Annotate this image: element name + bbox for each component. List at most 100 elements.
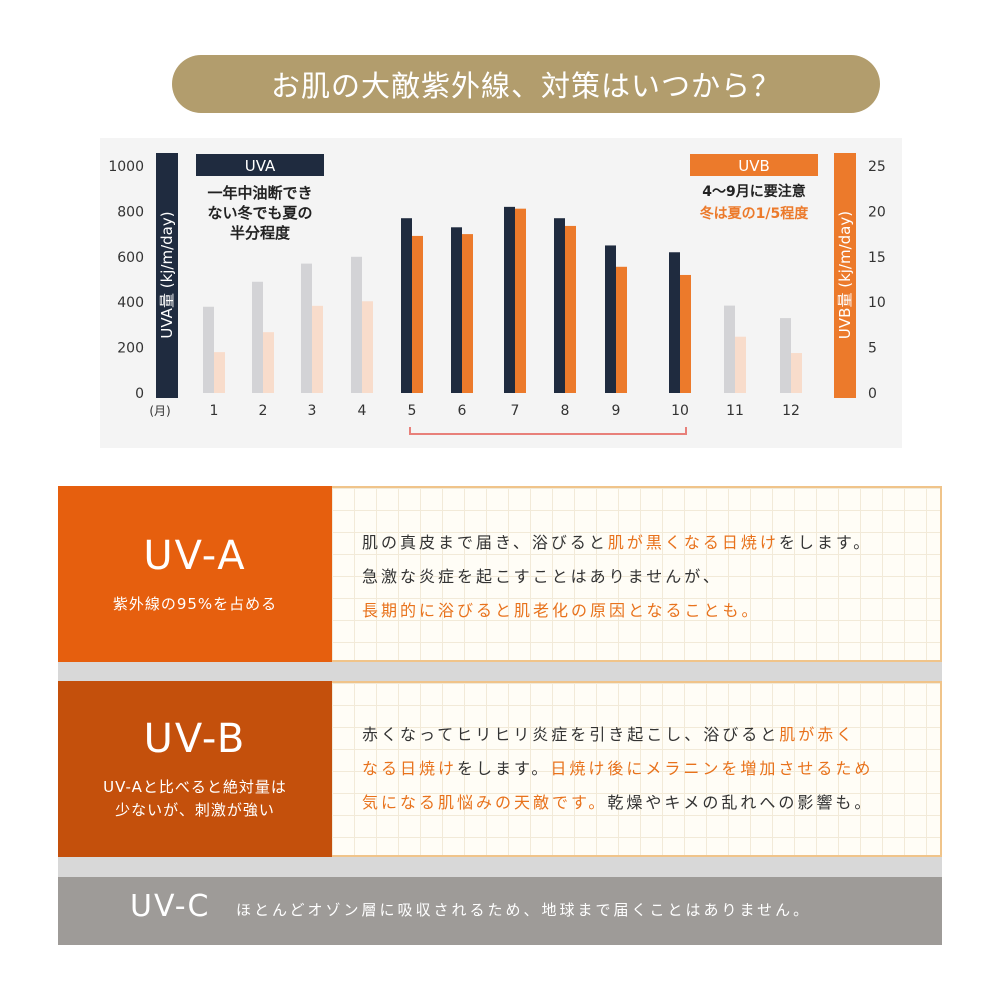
y-axis-label: UVA量 (kj/m/day) <box>158 211 176 338</box>
uva-section: UV-A 紫外線の95%を占める 肌の真皮まで届き、浴びると肌が黒くなる日焼けを… <box>58 486 942 662</box>
uvb-bar <box>735 336 746 393</box>
page-title: お肌の大敵紫外線、対策はいつから？ <box>172 55 880 113</box>
uvc-section: UV-C ほとんどオゾン層に吸収されるため、地球まで届くことはありません。 <box>58 877 942 945</box>
uvb-section: UV-B UV-Aと比べると絶対量は 少ないが、刺激が強い 赤くなってヒリヒリ炎… <box>58 681 942 857</box>
uva-label-box: UV-A 紫外線の95%を占める <box>58 486 332 662</box>
uvb-bar <box>412 235 423 393</box>
period-bracket <box>409 427 687 435</box>
y-tick-label: 800 <box>117 204 144 220</box>
uva-note-line: ない冬でも夏の <box>207 204 312 222</box>
x-tick-label: 4 <box>358 403 367 419</box>
x-tick-label: 8 <box>561 403 570 419</box>
y2-tick-label: 20 <box>868 204 886 220</box>
x-unit-label: (月) <box>149 404 170 418</box>
uvb-bar <box>680 274 691 393</box>
uva-bar <box>605 245 616 393</box>
uva-axis-band <box>156 153 178 398</box>
uvb-description: 赤くなってヒリヒリ炎症を引き起こし、浴びると肌が赤く なる日焼けをします。日焼け後… <box>332 681 942 857</box>
uvb-text-line-1: 赤くなってヒリヒリ炎症を引き起こし、浴びると肌が赤く <box>362 718 940 752</box>
body-text: 急激な炎症を起こすことはありませんが、 <box>362 567 722 586</box>
uvb-bar <box>462 234 473 393</box>
uvb-subtitle-line2: 少ないが、刺激が強い <box>115 801 275 819</box>
uvb-bar <box>312 305 323 393</box>
y2-tick-label: 10 <box>868 295 886 311</box>
y-tick-label: 0 <box>135 386 144 402</box>
uva-text-line-3: 長期的に浴びると肌老化の原因となることも。 <box>362 594 940 628</box>
uva-bar <box>669 252 680 393</box>
uva-name: UV-A <box>143 532 247 579</box>
y-tick-label: 400 <box>117 295 144 311</box>
uva-subtitle: 紫外線の95%を占める <box>112 594 278 613</box>
uva-badge-label: UVA <box>245 157 276 175</box>
uva-note-line: 半分程度 <box>230 224 291 242</box>
y2-tick-label: 25 <box>868 159 886 175</box>
x-tick-label: 12 <box>782 403 800 419</box>
divider <box>58 662 942 681</box>
x-tick-label: 10 <box>671 403 689 419</box>
uvb-bar <box>214 352 225 393</box>
y-tick-label: 1000 <box>108 159 144 175</box>
y-tick-label: 600 <box>117 250 144 266</box>
x-tick-label: 5 <box>408 403 417 419</box>
y2-tick-label: 15 <box>868 250 886 266</box>
uva-bar <box>301 263 312 393</box>
highlight-text: 気になる肌悩みの天敵です。 <box>362 793 608 812</box>
body-text: 乾燥やキメの乱れへの影響も。 <box>607 793 874 812</box>
body-text: をします。 <box>778 533 873 552</box>
uvb-badge <box>690 154 818 176</box>
uvb-bar <box>565 225 576 393</box>
body-text: 赤くなってヒリヒリ炎症を引き起こし、浴びると <box>362 725 780 744</box>
body-text: 肌の真皮まで届き、浴びると <box>362 533 608 552</box>
y2-axis-label: UVB量 (kj/m/day) <box>836 211 854 339</box>
uvb-bar <box>362 301 373 393</box>
x-tick-label: 9 <box>612 403 621 419</box>
uvb-axis-band <box>834 153 856 398</box>
uvb-bar <box>263 332 274 393</box>
x-tick-label: 7 <box>511 403 520 419</box>
uvb-subtitle-line1: UV-Aと比べると絶対量は <box>103 778 287 796</box>
uva-bar <box>203 306 214 393</box>
divider <box>58 857 942 877</box>
uva-note-line: 一年中油断でき <box>207 184 312 202</box>
x-tick-label: 11 <box>726 403 744 419</box>
uvb-bar <box>791 353 802 393</box>
uva-bar <box>724 305 735 393</box>
uva-bar <box>554 218 565 393</box>
y2-tick-label: 5 <box>868 341 877 357</box>
uva-bar <box>504 206 515 393</box>
highlight-text: なる日焼け <box>362 759 458 778</box>
uva-description: 肌の真皮まで届き、浴びると肌が黒くなる日焼けをします。急激な炎症を起こすことはあ… <box>332 486 942 662</box>
x-tick-label: 2 <box>259 403 268 419</box>
uva-text-line-2: 急激な炎症を起こすことはありませんが、 <box>362 560 940 594</box>
uva-badge <box>196 154 324 176</box>
y-tick-label: 200 <box>117 341 144 357</box>
uvb-note-line: 冬は夏の1/5程度 <box>700 205 810 222</box>
uv-chart-svg: UVA量 (kj/m/day) UVB量 (kj/m/day)0200400600… <box>108 153 886 435</box>
x-tick-label: 1 <box>210 403 219 419</box>
highlight-text: 日焼け後にメラニンを増加させるため <box>550 759 874 778</box>
uvb-badge-label: UVB <box>738 157 770 175</box>
y2-tick-label: 0 <box>868 386 877 402</box>
uvb-name: UV-B <box>143 716 247 762</box>
uvb-bar <box>515 208 526 393</box>
x-tick-label: 6 <box>458 403 467 419</box>
uv-chart: UVA量 (kj/m/day) UVB量 (kj/m/day) 0 200 400 600… <box>100 138 902 448</box>
uvb-note-line: 4～9月に要注意 <box>702 183 805 200</box>
uva-bar <box>351 256 362 393</box>
uvb-subtitle: UV-Aと比べると絶対量は 少ないが、刺激が強い <box>103 776 287 822</box>
highlight-text: 肌が黒くなる日焼け <box>607 533 779 552</box>
uva-bar <box>451 227 462 393</box>
uva-text-line-1: 肌の真皮まで届き、浴びると肌が黒くなる日焼けをします。 <box>362 526 940 560</box>
highlight-text: 長期的に浴びると肌老化の原因となることも。 <box>362 601 761 620</box>
uvb-text-line-3: 気になる肌悩みの天敵です。乾燥やキメの乱れへの影響も。 <box>362 786 940 820</box>
uvc-description: ほとんどオゾン層に吸収されるため、地球まで届くことはありません。 <box>236 901 812 919</box>
body-text: をします。 <box>457 759 551 778</box>
uva-bar <box>252 281 263 393</box>
highlight-text: 肌が赤く <box>779 725 856 744</box>
uvb-text-line-2: なる日焼けをします。日焼け後にメラニンを増加させるため <box>362 752 940 786</box>
uvb-bar <box>616 266 627 393</box>
uvb-label-box: UV-B UV-Aと比べると絶対量は 少ないが、刺激が強い <box>58 681 332 857</box>
uva-bar <box>401 218 412 393</box>
uvc-name: UV-C <box>130 889 211 924</box>
uva-bar <box>780 318 791 393</box>
